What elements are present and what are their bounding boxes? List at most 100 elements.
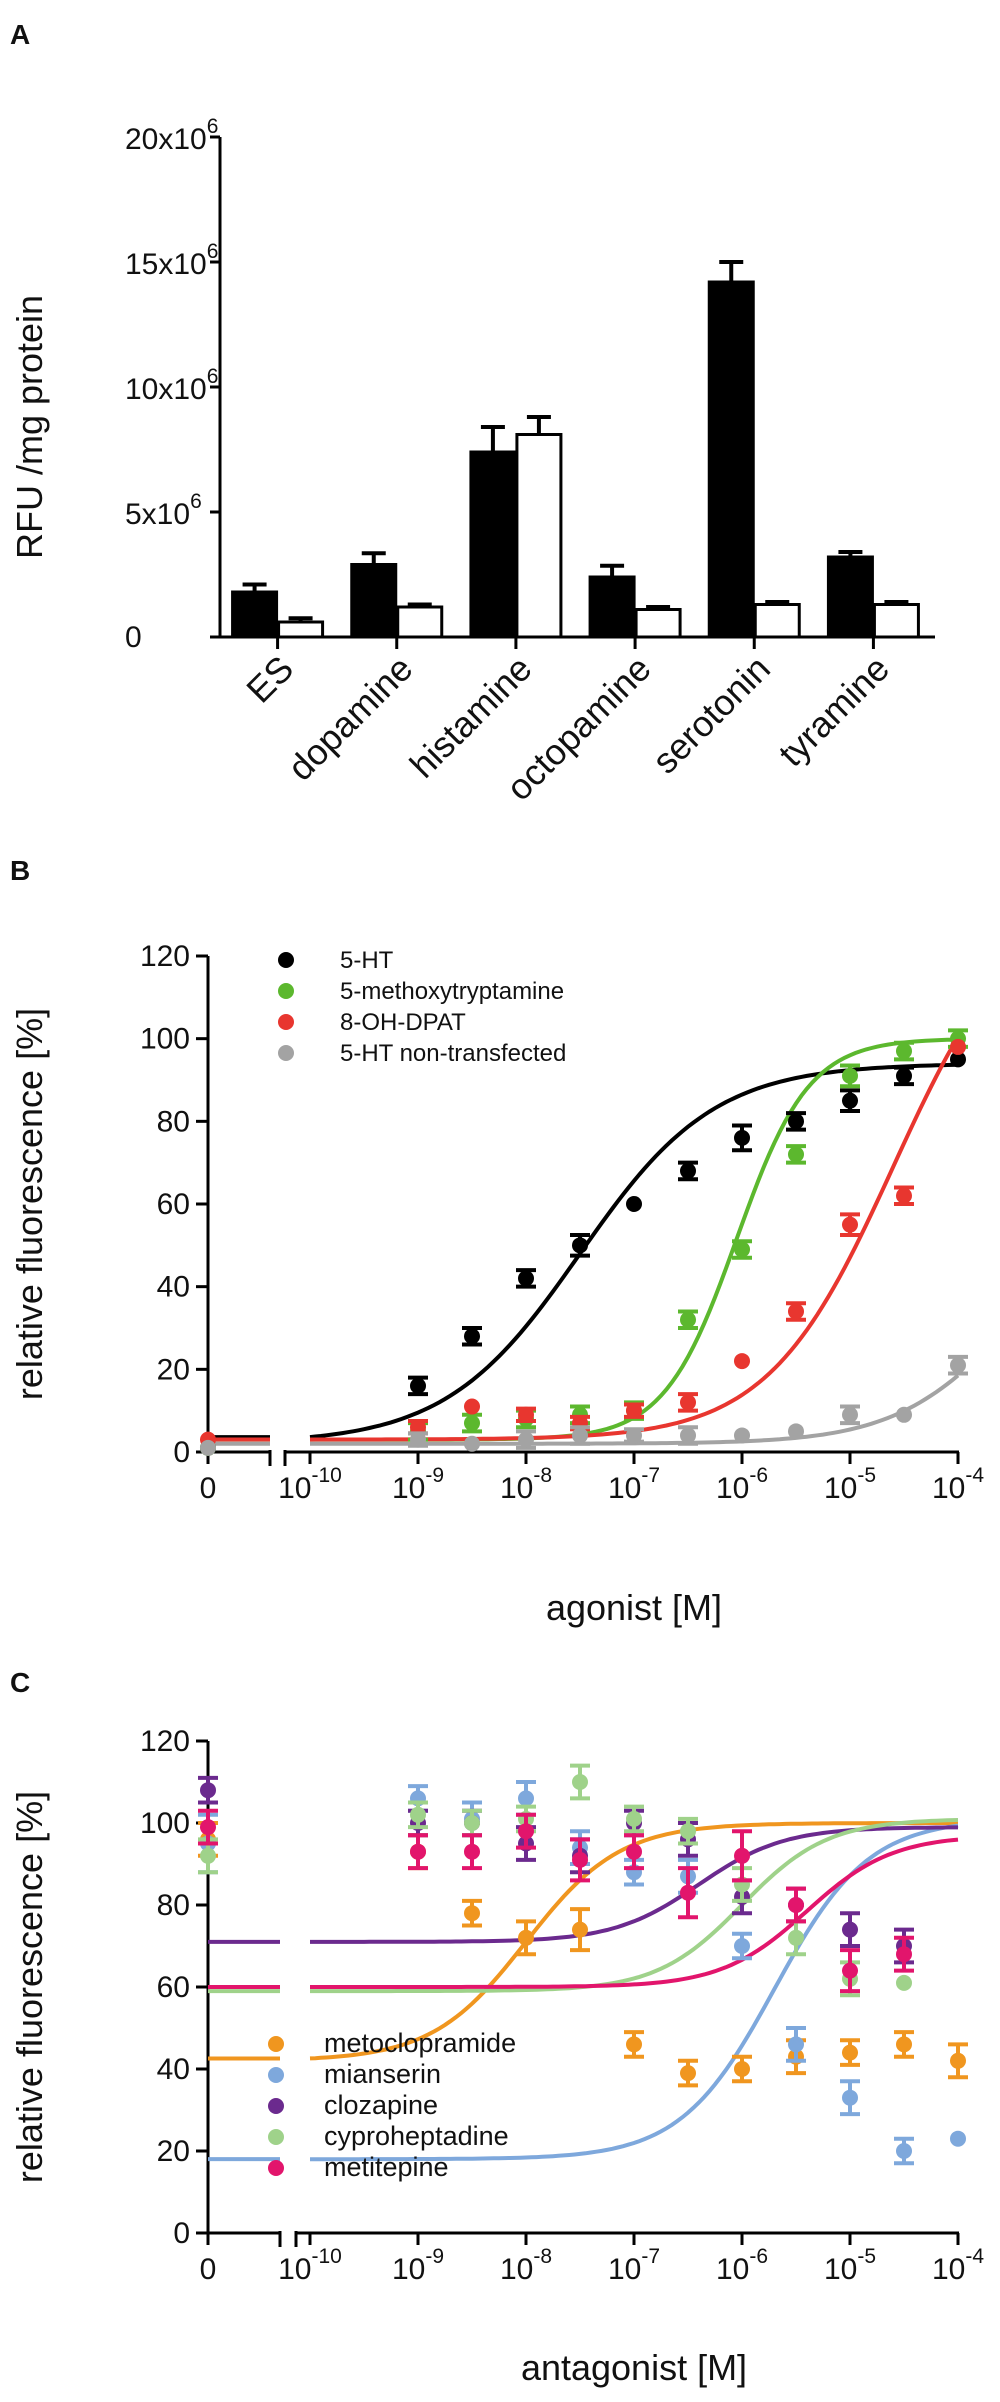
data-point-mianserin	[950, 2130, 966, 2147]
data-point-cyproheptadine	[788, 1929, 804, 1946]
data-point-metitepine	[680, 1884, 696, 1901]
data-point-5-ht	[896, 1067, 912, 1084]
legend-label-metoclopramide: metoclopramide	[324, 2028, 516, 2058]
x-tick-label: 10-8	[500, 1464, 552, 1505]
x-tick-label: 10-6	[716, 2245, 768, 2286]
data-point-5-ht	[842, 1092, 858, 1109]
data-point-metoclopramide	[734, 2061, 750, 2077]
x-tick-label: 0	[200, 1472, 217, 1505]
bar-filled-octopamine	[588, 575, 636, 639]
legend-marker-metoclopramide	[268, 2036, 284, 2052]
data-point-cyproheptadine	[464, 1815, 480, 1831]
data-point-clozapine	[842, 1921, 858, 1938]
x-tick-label: 10-10	[278, 1464, 342, 1505]
data-point-mianserin	[734, 1938, 750, 1954]
data-point-5-ht	[680, 1162, 696, 1179]
data-point-5-ht-non-transfected	[950, 1357, 966, 1374]
y-tick-label: 40	[157, 1271, 190, 1304]
legend-marker-clozapine	[268, 2098, 284, 2114]
y-axis-title: relative fluorescence [%]	[9, 1008, 50, 1400]
bar-filled-tyramine	[826, 555, 874, 639]
data-point-mianserin	[518, 1790, 534, 1807]
bar-filled-dopamine	[350, 563, 398, 639]
data-point-5-ht	[464, 1328, 480, 1345]
legend-label-5-ht-non-transfected: 5-HT non-transfected	[340, 1040, 566, 1067]
legend-marker-5-ht-non-transfected	[278, 1045, 294, 1061]
bar-open-histamine	[515, 433, 563, 639]
data-point-8-oh-dpat	[410, 1419, 426, 1436]
fit-curve-cyproheptadine	[310, 1818, 959, 1994]
data-point-metitepine	[842, 1962, 858, 1979]
legend-label-clozapine: clozapine	[324, 2090, 438, 2120]
data-point-5-ht-non-transfected	[788, 1423, 804, 1440]
data-point-metitepine	[788, 1897, 804, 1913]
data-point-8-oh-dpat	[680, 1394, 696, 1411]
x-tick-label: 10-6	[716, 1464, 768, 1505]
data-point-5-ht-non-transfected	[464, 1435, 480, 1452]
data-point-mianserin	[788, 2036, 804, 2053]
data-point-5-ht	[410, 1377, 426, 1394]
panel-b-agonist-chart: B 0 20 40 60 80 100 120 0 10-10 10-9 10-8 10-7 10-6 10…	[9, 855, 984, 1628]
x-axis-title: agonist [M]	[546, 1587, 722, 1628]
data-point-5-ht-non-transfected	[410, 1431, 426, 1448]
panel-letter-a: A	[10, 19, 30, 50]
data-point-8-oh-dpat	[788, 1303, 804, 1320]
y-tick-label: 0	[173, 2217, 190, 2250]
data-point-metitepine	[896, 1946, 912, 1963]
data-point-5-ht	[572, 1237, 588, 1254]
y-tick-label: 60	[157, 1188, 190, 1221]
data-point-clozapine	[200, 1782, 216, 1799]
data-point-cyproheptadine	[572, 1774, 588, 1790]
y-axis-title: relative fluorescence [%]	[9, 1791, 50, 2183]
x-tick-label: 10-10	[278, 2245, 342, 2286]
y-tick-label: 80	[157, 1105, 190, 1138]
data-point-5-ht	[626, 1196, 642, 1212]
y-tick-label: 20x106	[125, 115, 218, 156]
y-tick-label: 100	[140, 1023, 190, 1056]
data-point-5-ht	[734, 1129, 750, 1146]
bar-open-dopamine	[396, 605, 444, 639]
bar-open-tyramine	[872, 603, 920, 639]
data-point-5-methoxytryptamine	[464, 1415, 480, 1432]
legend-label-cyproheptadine: cyproheptadine	[324, 2121, 509, 2151]
bar-filled-es	[231, 590, 279, 639]
data-point-8-oh-dpat	[842, 1216, 858, 1233]
x-tick-label: 10-7	[608, 2245, 660, 2286]
y-tick-label: 5x106	[125, 490, 202, 531]
data-point-5-ht-non-transfected	[200, 1439, 216, 1456]
bar-open-es	[277, 620, 325, 639]
data-point-cyproheptadine	[200, 1847, 216, 1864]
data-point-mianserin	[842, 2089, 858, 2106]
bar-filled-histamine	[469, 450, 517, 639]
y-tick-label: 100	[140, 1807, 190, 1840]
data-point-8-oh-dpat	[950, 1038, 966, 1055]
x-tick-label: 10-5	[824, 2245, 876, 2286]
data-point-5-ht	[950, 1051, 966, 1068]
data-point-metoclopramide	[680, 2065, 696, 2082]
panel-letter-c: C	[10, 1667, 30, 1698]
data-point-metoclopramide	[464, 1905, 480, 1922]
legend-label-5-methoxytryptamine: 5-methoxytryptamine	[340, 978, 564, 1005]
data-point-5-ht-non-transfected	[842, 1406, 858, 1423]
legend-label-mianserin: mianserin	[324, 2059, 441, 2089]
y-tick-label: 0	[125, 621, 142, 654]
data-point-metitepine	[518, 1823, 534, 1840]
data-point-8-oh-dpat	[734, 1353, 750, 1370]
data-point-metoclopramide	[518, 1929, 534, 1946]
data-point-8-oh-dpat	[626, 1402, 642, 1419]
data-point-5-ht	[518, 1270, 534, 1287]
data-point-cyproheptadine	[626, 1810, 642, 1827]
y-tick-label: 80	[157, 1889, 190, 1922]
y-tick-label: 20	[157, 2135, 190, 2168]
data-point-metoclopramide	[572, 1921, 588, 1938]
data-point-metoclopramide	[842, 2044, 858, 2061]
data-point-5-ht-non-transfected	[626, 1427, 642, 1444]
panel-c-antagonist-chart: C 0 20 40 60 80 100 120 0 10-10 10-9 10-8 10-7 10-6 10…	[9, 1667, 984, 2388]
y-tick-label: 60	[157, 1971, 190, 2004]
data-point-5-ht-non-transfected	[518, 1431, 534, 1448]
data-point-metitepine	[200, 1819, 216, 1836]
bar-filled-serotonin	[707, 280, 755, 639]
data-point-5-methoxytryptamine	[680, 1311, 696, 1328]
x-tick-label: 0	[200, 2253, 217, 2286]
data-point-5-methoxytryptamine	[788, 1146, 804, 1163]
